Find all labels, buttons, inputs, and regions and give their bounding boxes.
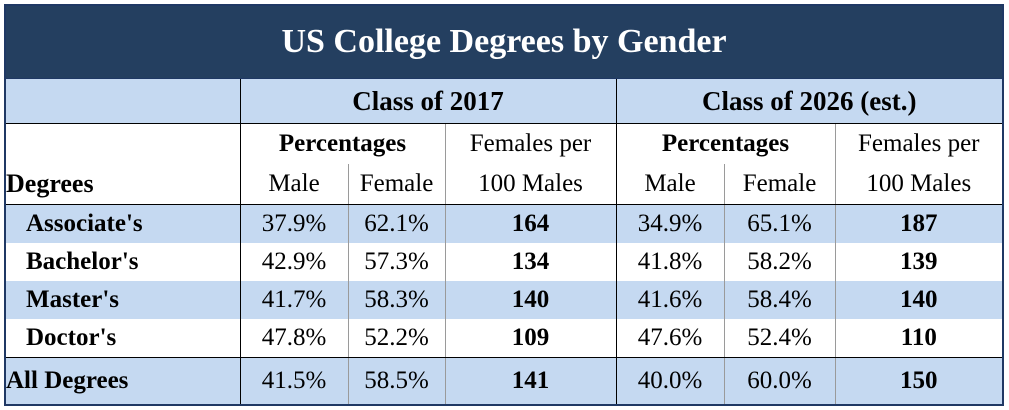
ratio-2017-cell: 140 xyxy=(444,280,616,320)
degrees-table: US College Degrees by Gender Class of 20… xyxy=(6,6,1003,404)
male-header-2026: Male xyxy=(615,164,724,205)
header-empty-cell xyxy=(6,123,240,165)
ratio-2017-cell: 134 xyxy=(444,242,616,281)
ratio-2017-cell: 141 xyxy=(444,357,616,404)
ratio-2026-cell: 150 xyxy=(834,357,1003,404)
table-row: Doctor's 47.8% 52.2% 109 47.6% 52.4% 110 xyxy=(6,319,1003,359)
females-per-header-2017-line2: 100 Males xyxy=(444,164,616,205)
female-2026-cell: 58.2% xyxy=(723,242,835,281)
male-2017-cell: 47.8% xyxy=(239,319,348,359)
total-row: All Degrees 41.5% 58.5% 141 40.0% 60.0% … xyxy=(6,357,1003,404)
female-header-2017: Female xyxy=(347,164,445,205)
total-label: All Degrees xyxy=(6,367,129,395)
female-2017-cell: 58.3% xyxy=(347,280,445,320)
male-2017-cell: 37.9% xyxy=(239,204,348,243)
male-2026-cell: 41.8% xyxy=(615,242,724,281)
table-row: Bachelor's 42.9% 57.3% 134 41.8% 58.2% 1… xyxy=(6,242,1003,281)
female-2026-cell: 60.0% xyxy=(723,357,835,404)
male-2017-cell: 41.7% xyxy=(239,280,348,320)
group-header-2026: Class of 2026 (est.) xyxy=(615,78,1003,124)
ratio-2026-cell: 140 xyxy=(834,280,1003,320)
percentages-header-2017: Percentages xyxy=(239,123,445,165)
female-header-2026: Female xyxy=(723,164,835,205)
row-label: Master's xyxy=(26,286,120,314)
degrees-column-header: Degrees xyxy=(6,164,240,205)
male-2017-cell: 42.9% xyxy=(239,242,348,281)
ratio-2017-cell: 109 xyxy=(444,319,616,359)
female-2017-cell: 62.1% xyxy=(347,204,445,243)
female-2026-cell: 65.1% xyxy=(723,204,835,243)
ratio-2026-cell: 187 xyxy=(834,204,1003,243)
male-2026-cell: 41.6% xyxy=(615,280,724,320)
ratio-2026-cell: 110 xyxy=(834,319,1003,359)
table-row: Master's 41.7% 58.3% 140 41.6% 58.4% 140 xyxy=(6,280,1003,320)
females-per-header-2026-line2: 100 Males xyxy=(834,164,1003,205)
male-2026-cell: 34.9% xyxy=(615,204,724,243)
females-per-header-2017-line1: Females per xyxy=(444,123,616,165)
male-2026-cell: 47.6% xyxy=(615,319,724,359)
row-label: Associate's xyxy=(26,209,143,237)
table-row: Associate's 37.9% 62.1% 164 34.9% 65.1% … xyxy=(6,204,1003,243)
row-label: Bachelor's xyxy=(26,247,139,275)
male-2026-cell: 40.0% xyxy=(615,357,724,404)
header-empty-cell xyxy=(6,79,240,124)
female-2017-cell: 57.3% xyxy=(347,242,445,281)
ratio-2017-cell: 164 xyxy=(444,204,616,243)
female-2017-cell: 52.2% xyxy=(347,319,445,359)
degrees-table-frame: US College Degrees by Gender Class of 20… xyxy=(4,4,1004,406)
percentages-header-2026: Percentages xyxy=(615,123,835,165)
table-title: US College Degrees by Gender xyxy=(6,6,1003,80)
female-2026-cell: 58.4% xyxy=(723,280,835,320)
females-per-header-2026-line1: Females per xyxy=(834,123,1003,165)
row-label: Doctor's xyxy=(6,319,240,359)
male-header-2017: Male xyxy=(239,164,348,205)
female-2017-cell: 58.5% xyxy=(347,357,445,404)
female-2026-cell: 52.4% xyxy=(723,319,835,359)
group-header-2017: Class of 2017 xyxy=(239,78,616,124)
ratio-2026-cell: 139 xyxy=(834,242,1003,281)
male-2017-cell: 41.5% xyxy=(239,357,348,404)
